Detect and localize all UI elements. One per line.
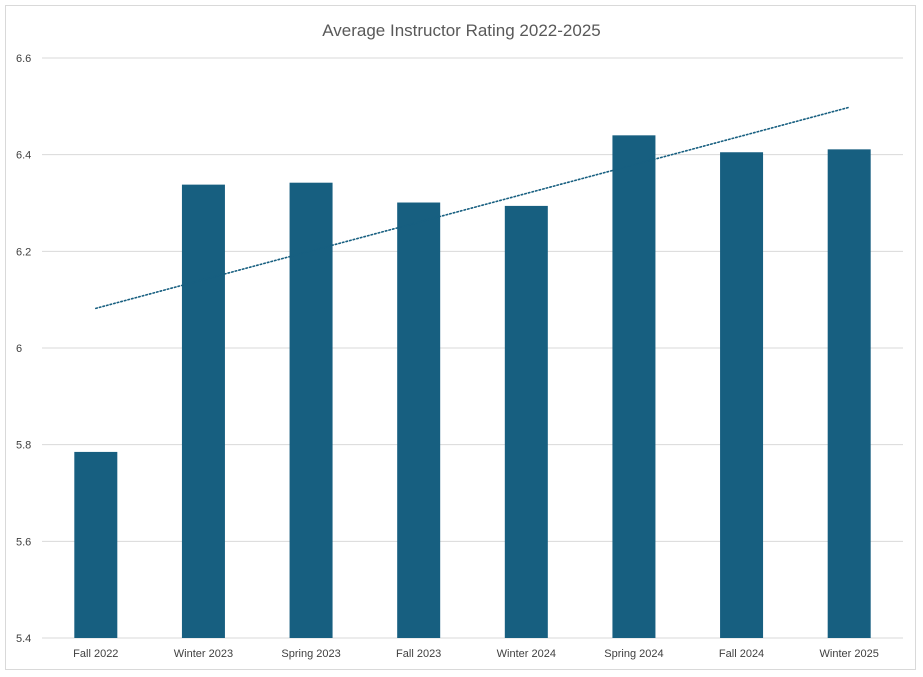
bar	[612, 135, 656, 639]
y-tick-label: 6.2	[16, 246, 31, 258]
bars	[74, 135, 871, 639]
y-tick-label: 6	[16, 343, 22, 355]
x-category-label: Fall 2022	[73, 648, 118, 660]
bar	[74, 451, 118, 638]
x-category-label: Spring 2024	[604, 648, 663, 660]
chart-title: Average Instructor Rating 2022-2025	[322, 21, 601, 40]
bar	[504, 205, 548, 638]
x-category-label: Winter 2025	[820, 648, 879, 660]
x-category-label: Fall 2024	[719, 648, 764, 660]
y-tick-label: 6.6	[16, 53, 31, 65]
bar	[397, 202, 441, 638]
x-axis-category-labels: Fall 2022 Winter 2023 Spring 2023 Fall 2023…	[73, 648, 879, 660]
x-category-label: Fall 2023	[396, 648, 441, 660]
y-axis-tick-labels: 5.4 5.6 5.8 6 6.2 6.4 6.6	[16, 53, 31, 645]
gridlines	[42, 57, 903, 639]
x-category-label: Winter 2024	[497, 648, 556, 660]
y-tick-label: 5.6	[16, 536, 31, 548]
trendline	[95, 106, 850, 310]
bar	[289, 182, 333, 638]
bar	[827, 149, 871, 638]
y-tick-label: 5.4	[16, 633, 31, 645]
x-category-label: Spring 2023	[281, 648, 340, 660]
y-tick-label: 6.4	[16, 150, 31, 162]
y-tick-label: 5.8	[16, 440, 31, 452]
bar	[720, 152, 764, 638]
x-category-label: Winter 2023	[174, 648, 233, 660]
chart-frame	[5, 5, 916, 670]
bar	[181, 184, 225, 638]
